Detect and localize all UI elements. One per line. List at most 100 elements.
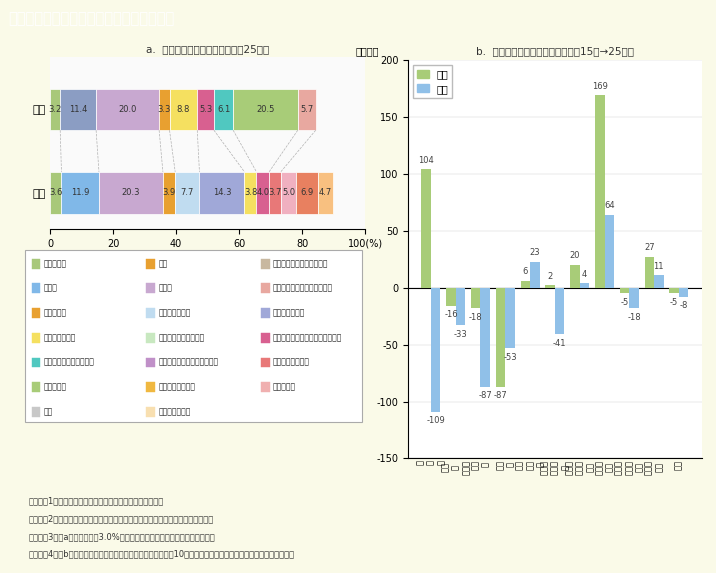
Bar: [50, 89, 60, 130]
Bar: [620, 288, 629, 293]
Bar: [471, 288, 480, 308]
Text: -109: -109: [426, 417, 445, 425]
Text: -5: -5: [670, 298, 678, 307]
Bar: [679, 288, 688, 297]
Bar: [32, 284, 40, 293]
Bar: [570, 265, 580, 288]
Bar: [521, 281, 530, 288]
Bar: [530, 261, 540, 288]
Text: （備考）1．総務省「労働力調査（基本集計）」より作成。: （備考）1．総務省「労働力調査（基本集計）」より作成。: [28, 497, 163, 506]
Text: 金融業，保険業: 金融業，保険業: [44, 333, 76, 342]
Text: 20.5: 20.5: [256, 105, 275, 114]
Text: 第８図　産業別の就業者の状況（男女別）: 第８図 産業別の就業者の状況（男女別）: [9, 11, 175, 26]
Text: 4: 4: [582, 270, 587, 278]
Bar: [422, 170, 431, 288]
Bar: [32, 407, 40, 417]
Text: -8: -8: [679, 301, 688, 311]
Text: 3．（a．について）3.0%未満の産業は数値の表示を省略している。: 3．（a．について）3.0%未満の産業は数値の表示を省略している。: [28, 532, 215, 541]
Text: 14.3: 14.3: [213, 189, 231, 197]
Text: -87: -87: [494, 391, 508, 401]
Text: 11.9: 11.9: [71, 189, 90, 197]
Bar: [604, 215, 614, 288]
Text: 教育，学習支援業: 教育，学習支援業: [273, 358, 310, 367]
Text: 6.1: 6.1: [217, 105, 230, 114]
Text: 複合サービス事業: 複合サービス事業: [158, 383, 195, 391]
Bar: [175, 172, 200, 214]
Bar: [298, 89, 316, 130]
Bar: [146, 407, 155, 417]
Text: 運輸業，郵便業: 運輸業，郵便業: [158, 308, 190, 317]
Bar: [233, 89, 298, 130]
Text: サービス業: サービス業: [273, 383, 296, 391]
Text: 建設業: 建設業: [44, 284, 58, 293]
Bar: [99, 172, 163, 214]
Bar: [269, 172, 281, 214]
Bar: [496, 288, 505, 387]
Bar: [669, 288, 679, 293]
Bar: [261, 284, 269, 293]
Text: 漁業: 漁業: [158, 259, 168, 268]
Text: 4.7: 4.7: [319, 189, 332, 197]
Text: -18: -18: [627, 313, 641, 322]
Bar: [32, 308, 40, 318]
Bar: [296, 172, 318, 214]
Text: 5.7: 5.7: [300, 105, 314, 114]
Bar: [146, 259, 155, 269]
Bar: [281, 172, 296, 214]
Text: 2: 2: [548, 272, 553, 281]
Bar: [170, 89, 197, 130]
Text: -16: -16: [444, 311, 458, 320]
Bar: [256, 172, 269, 214]
Text: 20.0: 20.0: [118, 105, 137, 114]
Text: -18: -18: [469, 313, 483, 322]
Text: 学術研究，専門・技術サービス業: 学術研究，専門・技術サービス業: [273, 333, 342, 342]
Text: 製造業: 製造業: [158, 284, 173, 293]
Bar: [244, 172, 256, 214]
Bar: [214, 89, 233, 130]
Text: 電気・ガス・熱供給・水道業: 電気・ガス・熱供給・水道業: [273, 284, 333, 293]
Text: 20.3: 20.3: [122, 189, 140, 197]
Text: 20: 20: [570, 252, 580, 260]
Bar: [200, 172, 244, 214]
Bar: [595, 96, 604, 288]
Bar: [480, 288, 490, 387]
Bar: [261, 333, 269, 343]
Text: 鉱業，採石業，砂利採取業: 鉱業，採石業，砂利採取業: [273, 259, 329, 268]
Bar: [431, 288, 440, 412]
Text: 生活関連サービス業，娯楽業: 生活関連サービス業，娯楽業: [158, 358, 218, 367]
Bar: [146, 308, 155, 318]
Bar: [32, 333, 40, 343]
Bar: [505, 288, 515, 348]
Bar: [455, 288, 465, 325]
Text: 3.3: 3.3: [158, 105, 171, 114]
Text: 不動産業，物品賃貸業: 不動産業，物品賃貸業: [158, 333, 205, 342]
Text: 64: 64: [604, 201, 614, 210]
Bar: [159, 89, 170, 130]
Text: 3.7: 3.7: [268, 189, 281, 197]
Bar: [60, 89, 96, 130]
Bar: [446, 288, 455, 306]
Title: a.  就業者数の職業別割合（平成25年）: a. 就業者数の職業別割合（平成25年）: [146, 44, 269, 54]
Text: 分類不能の産業: 分類不能の産業: [158, 407, 190, 416]
Text: -33: -33: [453, 330, 468, 339]
Bar: [644, 257, 654, 288]
Text: -53: -53: [503, 352, 517, 362]
Text: 3.8: 3.8: [243, 189, 257, 197]
Bar: [146, 358, 155, 367]
Text: 11: 11: [654, 262, 664, 270]
Text: 3.9: 3.9: [163, 189, 175, 197]
Bar: [32, 358, 40, 367]
Bar: [580, 283, 589, 288]
Bar: [261, 308, 269, 318]
Text: 2．サービス業及び公務は、それぞれ他に分類されるものを除いている。: 2．サービス業及び公務は、それぞれ他に分類されるものを除いている。: [28, 515, 213, 523]
FancyBboxPatch shape: [25, 250, 362, 422]
Bar: [146, 382, 155, 392]
Bar: [146, 333, 155, 343]
Bar: [96, 89, 159, 130]
Text: 8.8: 8.8: [177, 105, 190, 114]
Text: 104: 104: [418, 156, 434, 165]
Text: 卸売業，小売業: 卸売業，小売業: [273, 308, 305, 317]
Text: 5.3: 5.3: [199, 105, 212, 114]
Bar: [318, 172, 333, 214]
Title: b.  就業者数の産業別の変化（平成15年→25年）: b. 就業者数の産業別の変化（平成15年→25年）: [476, 46, 634, 57]
